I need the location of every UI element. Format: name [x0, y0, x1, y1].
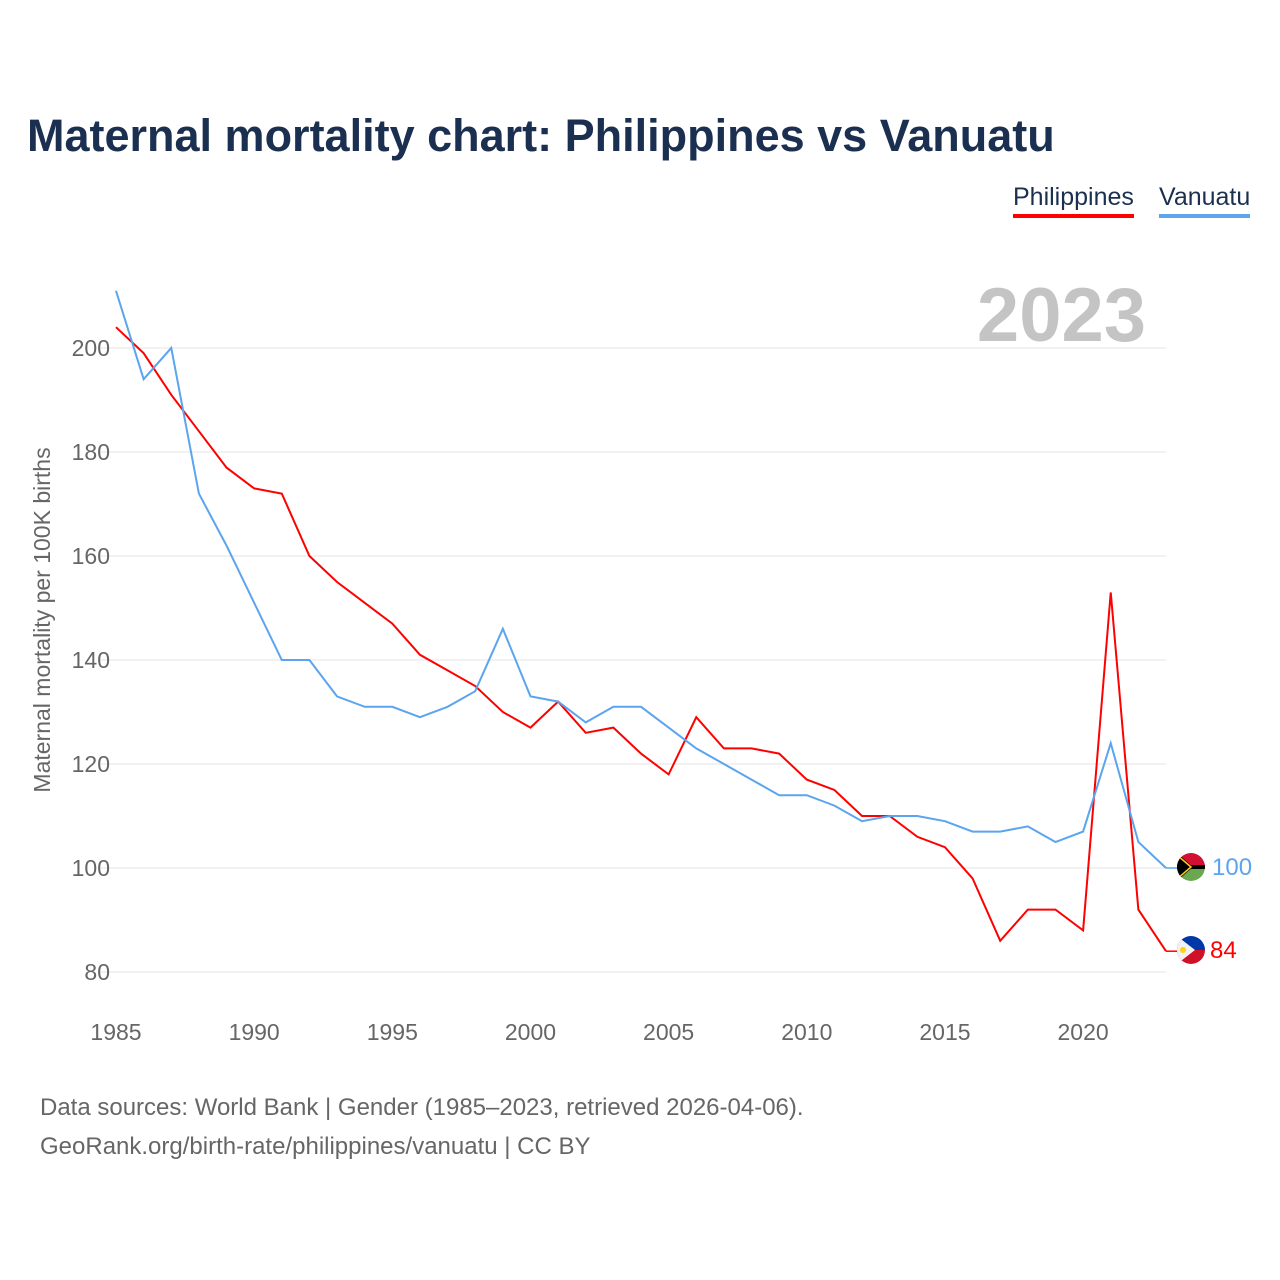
y-tick-label: 120 [72, 751, 110, 777]
y-tick-label: 160 [72, 543, 110, 569]
footer: Data sources: World Bank | Gender (1985–… [40, 1088, 804, 1166]
x-tick-label: 1995 [367, 1019, 418, 1045]
philippines-end-value: 84 [1210, 937, 1237, 964]
y-tick-label: 100 [72, 855, 110, 881]
credit-note: GeoRank.org/birth-rate/philippines/vanua… [40, 1133, 591, 1160]
x-tick-label: 2015 [919, 1019, 970, 1045]
x-tick-label: 2000 [505, 1019, 556, 1045]
philippines-flag-icon [1177, 936, 1205, 964]
x-tick-label: 2010 [781, 1019, 832, 1045]
y-tick-label: 140 [72, 647, 110, 673]
year-watermark: 2023 [977, 273, 1146, 358]
vanuatu-end-value: 100 [1212, 854, 1252, 881]
series-line-vanuatu[interactable] [115, 290, 1167, 869]
x-tick-label: 2005 [643, 1019, 694, 1045]
y-tick-label: 80 [84, 959, 110, 985]
y-tick-label: 200 [72, 335, 110, 361]
series-line-philippines[interactable] [115, 326, 1167, 952]
vanuatu-flag-icon [1177, 853, 1205, 881]
chart-title: Maternal mortality chart: Philippines vs… [27, 110, 1055, 161]
source-note: Data sources: World Bank | Gender (1985–… [40, 1094, 804, 1121]
y-axis-label: Maternal mortality per 100K births [29, 447, 55, 792]
legend-philippines[interactable]: Philippines [1013, 183, 1134, 218]
legend-vanuatu[interactable]: Vanuatu [1159, 183, 1251, 218]
y-tick-label: 180 [72, 439, 110, 465]
x-tick-label: 1985 [90, 1019, 141, 1045]
x-tick-label: 1990 [229, 1019, 280, 1045]
x-tick-label: 2020 [1058, 1019, 1109, 1045]
